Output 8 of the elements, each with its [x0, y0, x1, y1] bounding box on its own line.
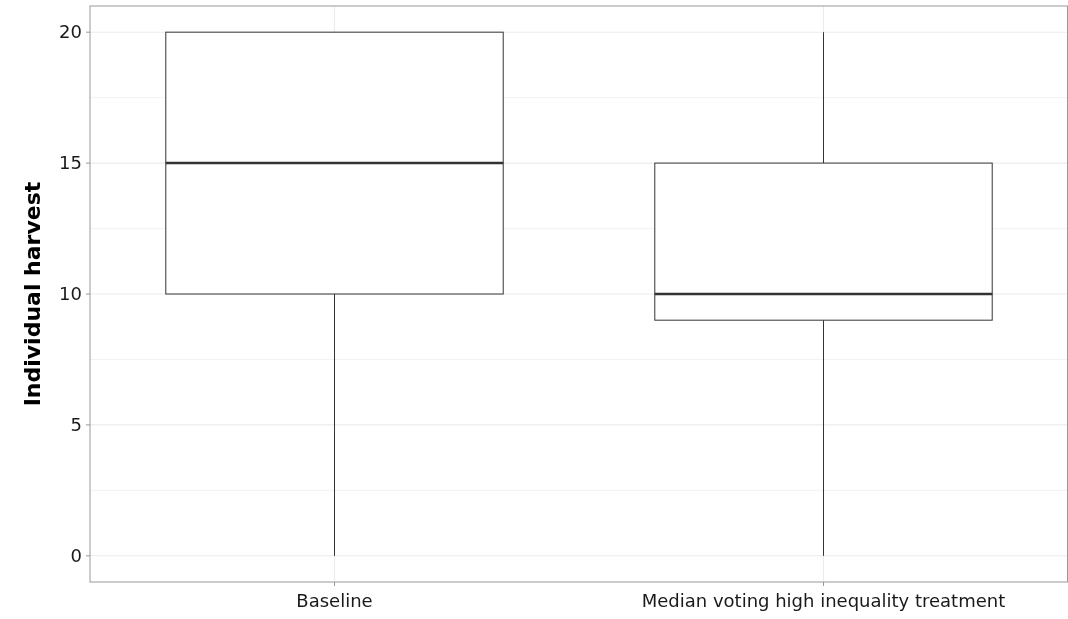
- y-axis-title: Individual harvest: [20, 181, 45, 407]
- y-tick-label: 5: [70, 414, 82, 436]
- y-tick-label: 20: [59, 21, 82, 43]
- x-tick-label: Baseline: [296, 590, 373, 611]
- y-tick-label: 15: [59, 152, 82, 174]
- y-tick-label: 0: [70, 545, 82, 567]
- x-tick-label: Median voting high inequality treatment: [641, 590, 1006, 611]
- y-tick-label: 10: [59, 283, 82, 305]
